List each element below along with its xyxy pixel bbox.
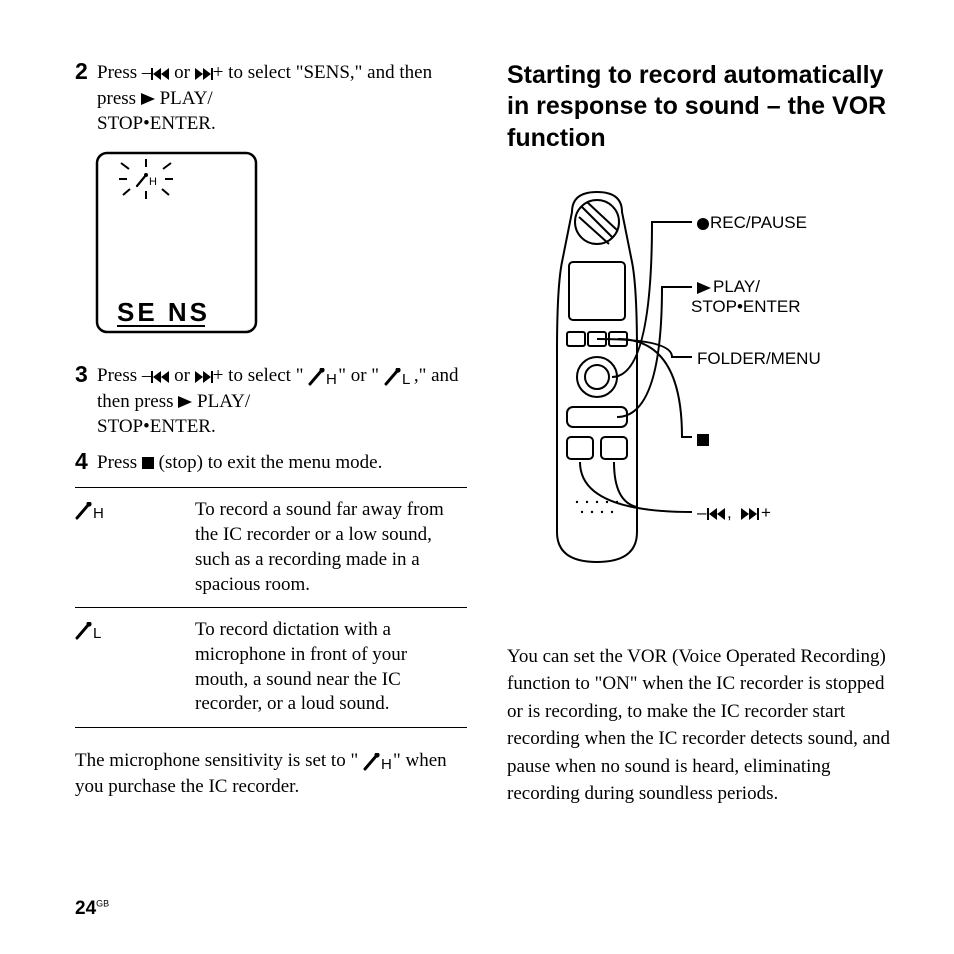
step-4-text-b: (stop) to exit the menu mode. — [154, 452, 382, 473]
step-2-text-b: or — [169, 62, 194, 83]
svg-text:–: – — [697, 503, 707, 522]
label-rec-pause: REC/PAUSE — [710, 213, 807, 232]
step-3-text-a: Press – — [97, 365, 151, 386]
table-row: To record a sound far away from the IC r… — [75, 488, 467, 608]
mic-h-icon — [363, 753, 393, 771]
step-3-line2: STOP•ENTER. — [97, 416, 216, 437]
svg-text:,: , — [727, 503, 732, 522]
mic-h-icon — [75, 502, 105, 520]
page-number-value: 24 — [75, 898, 96, 919]
right-column: Starting to record automatically in resp… — [507, 60, 899, 808]
table-row: To record dictation with a microphone in… — [75, 608, 467, 728]
left-column: 2 Press – or + to select "SENS," and the… — [75, 60, 467, 808]
table-cell-desc: To record dictation with a microphone in… — [195, 608, 467, 728]
label-play-line2: STOP•ENTER — [691, 297, 801, 316]
step-3: 3 Press – or + to select " " or " ," and… — [75, 363, 467, 440]
play-icon — [141, 93, 155, 105]
lcd-figure: H SE NS — [95, 151, 467, 341]
step-2: 2 Press – or + to select "SENS," and the… — [75, 60, 467, 137]
step-2-text-d: PLAY/ — [155, 88, 213, 109]
step-2-number: 2 — [75, 56, 88, 87]
mic-l-icon — [75, 622, 105, 640]
prev-icon — [151, 371, 169, 383]
svg-text:SE NS: SE NS — [117, 297, 210, 327]
prev-icon — [151, 68, 169, 80]
next-icon — [195, 68, 213, 80]
label-play-line1: PLAY/ — [713, 277, 760, 296]
device-figure: REC/PAUSE PLAY/ STOP•ENTER FOLDER/MENU – — [517, 182, 899, 587]
page-number: 24GB — [75, 898, 109, 920]
step-3-text-d: " or " — [338, 365, 384, 386]
step-2-text-a: Press – — [97, 62, 151, 83]
step-4-text-a: Press — [97, 452, 142, 473]
section-heading: Starting to record automatically in resp… — [507, 60, 899, 154]
step-2-line2: STOP•ENTER. — [97, 113, 216, 134]
table-cell-icon — [75, 488, 195, 608]
footnote-text-a: The microphone sensitivity is set to " — [75, 750, 363, 771]
table-cell-icon — [75, 608, 195, 728]
page-number-suffix: GB — [96, 899, 109, 909]
step-3-text-b: or — [169, 365, 194, 386]
svg-text:H: H — [149, 176, 157, 188]
label-folder-menu: FOLDER/MENU — [697, 349, 821, 368]
step-4: 4 Press (stop) to exit the menu mode. — [75, 450, 467, 476]
stop-icon — [142, 457, 154, 469]
mic-h-icon — [308, 368, 338, 386]
svg-text:+: + — [761, 503, 771, 522]
step-4-number: 4 — [75, 446, 88, 477]
footnote: The microphone sensitivity is set to " "… — [75, 748, 467, 799]
mic-l-icon — [384, 368, 414, 386]
next-icon — [195, 371, 213, 383]
table-cell-desc: To record a sound far away from the IC r… — [195, 488, 467, 608]
step-3-text-c: + to select " — [213, 365, 309, 386]
step-3-number: 3 — [75, 359, 88, 390]
step-3-text-f: PLAY/ — [192, 391, 250, 412]
vor-body-text: You can set the VOR (Voice Operated Reco… — [507, 643, 899, 808]
play-icon — [178, 396, 192, 408]
sensitivity-table: To record a sound far away from the IC r… — [75, 487, 467, 728]
